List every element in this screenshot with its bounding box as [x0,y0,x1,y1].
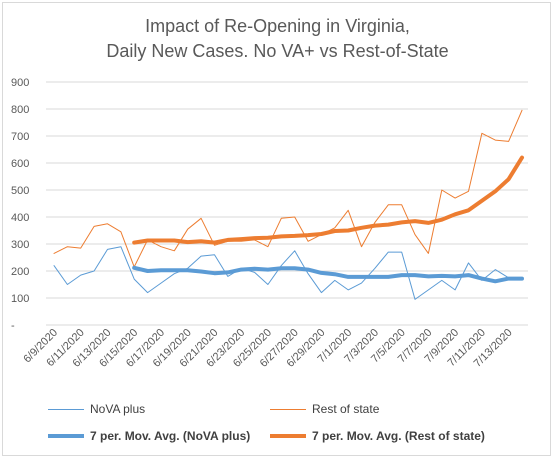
chart-title: Impact of Re-Opening in Virginia, Daily … [0,14,555,64]
series-line-rest-of-state [53,109,523,268]
y-tick-label: 700 [11,131,29,143]
y-tick-label: 400 [11,212,29,224]
y-axis-ticks: 900 800 700 600 500 400 300 200 100 - [11,77,29,332]
legend-label-rest-of-state: Rest of state [312,402,380,416]
legend-item-rest-of-state: Rest of state [270,402,379,416]
series-line-7-per-mov-avg-nova-plus [132,265,524,284]
y-tick-label: 200 [11,266,29,278]
y-tick-label: 300 [11,239,29,251]
y-tick-label: 900 [11,77,29,89]
chart-title-line-1: Impact of Re-Opening in Virginia, [145,16,410,36]
y-tick-label: 600 [11,158,29,170]
series-lines [53,109,524,300]
y-tick-label: 800 [11,104,29,116]
legend-item-mov-avg-nova-plus: 7 per. Mov. Avg. (NoVA plus) [48,429,250,443]
y-tick-label: - [11,320,15,332]
legend-label-mov-avg-nova-plus: 7 per. Mov. Avg. (NoVA plus) [90,429,251,443]
legend-label-nova-plus: NoVA plus [90,402,146,416]
x-axis-ticks: 6/9/20206/11/20206/13/20206/15/20206/17/… [21,327,514,370]
y-tick-label: 100 [11,293,29,305]
legend-item-nova-plus: NoVA plus [48,402,145,416]
chart-title-line-2: Daily New Cases. No VA+ vs Rest-of-State [106,41,449,61]
legend-item-mov-avg-rest-of-state: 7 per. Mov. Avg. (Rest of state) [270,429,485,443]
legend-swatch-mov-avg-nova-plus [48,434,84,438]
legend-swatch-nova-plus [48,408,84,410]
series-line-nova-plus [53,246,523,300]
legend-swatch-rest-of-state [270,408,306,410]
legend-swatch-mov-avg-rest-of-state [270,434,306,438]
series-line-7-per-mov-avg-rest-of-state [132,155,524,245]
legend-label-mov-avg-rest-of-state: 7 per. Mov. Avg. (Rest of state) [312,429,485,443]
y-tick-label: 500 [11,185,29,197]
